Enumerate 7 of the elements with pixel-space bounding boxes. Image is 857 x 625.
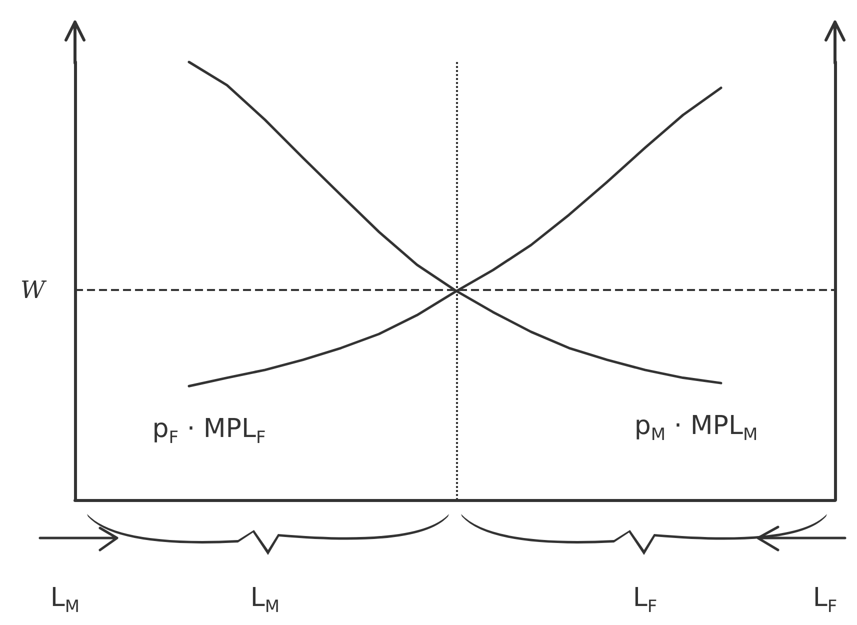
- text: L$_{F}$: [812, 582, 838, 618]
- series-label: p$_{M}$ · MPL$_{M}$: [634, 410, 758, 446]
- text: L$_{M}$: [250, 582, 280, 618]
- series-label: p$_{F}$ · MPL$_{F}$: [152, 414, 266, 448]
- text: L$_{M}$: [50, 582, 80, 618]
- ref-line-label: W: [20, 276, 48, 304]
- text: L$_{F}$: [632, 582, 658, 618]
